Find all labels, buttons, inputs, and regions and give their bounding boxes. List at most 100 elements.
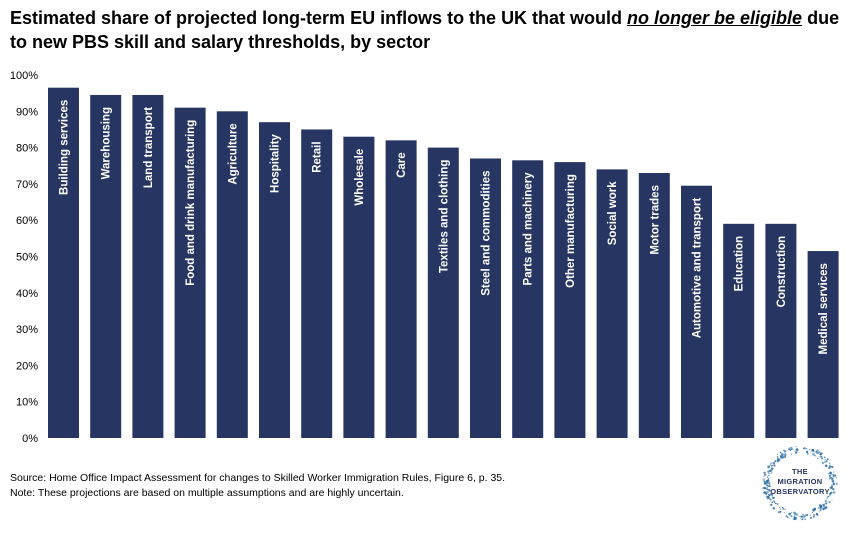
logo-dot (826, 460, 828, 462)
logo-dot (773, 464, 776, 467)
logo-dot (827, 466, 831, 470)
logo-dot (776, 453, 778, 455)
logo-dot (763, 471, 766, 474)
logo-dot (804, 518, 807, 521)
logo-dot (780, 508, 782, 510)
logo-dot (770, 503, 773, 507)
bar (132, 94, 164, 438)
bar (90, 94, 122, 438)
logo-dot (831, 465, 834, 469)
logo-dot (781, 506, 784, 509)
logo-dot (777, 511, 780, 514)
category-label: Textiles and clothing (438, 160, 450, 274)
logo-dot (795, 446, 797, 448)
logo-dot (827, 472, 830, 475)
logo-dot (809, 514, 812, 516)
y-tick-label: 100% (10, 70, 38, 82)
logo-dot (828, 474, 831, 477)
logo-dot (819, 504, 823, 508)
source-note: Source: Home Office Impact Assessment fo… (10, 472, 506, 484)
logo-dot (824, 464, 828, 468)
logo-dot (800, 515, 804, 518)
logo-dot (825, 506, 828, 509)
logo-dot (766, 497, 768, 500)
logo-dot (802, 514, 806, 518)
logo-dot (798, 515, 800, 517)
logo-dot (771, 501, 774, 504)
logo-dot (768, 478, 770, 480)
category-label: Parts and machinery (523, 172, 535, 286)
logo-dot (824, 459, 826, 461)
logo-dot (800, 517, 802, 519)
title-part-1: Estimated share of projected long-term E… (10, 8, 628, 28)
logo-dot (802, 447, 805, 450)
bar (174, 107, 206, 439)
bar (216, 111, 248, 439)
logo-dot (816, 452, 818, 454)
logo-dot (767, 470, 770, 473)
category-label: Construction (776, 236, 788, 308)
bar (427, 147, 459, 438)
logo-dot (802, 513, 804, 516)
logo-dot (781, 453, 784, 456)
logo-dot (777, 458, 780, 462)
logo-dot (766, 479, 770, 482)
logo-text-line-2: MIGRATION (777, 477, 822, 486)
logo-dot (769, 464, 772, 467)
logo-dot (776, 502, 779, 505)
logo-dot (805, 448, 808, 450)
logo-dot (770, 492, 773, 496)
logo-dot (783, 512, 785, 514)
logo-dot (834, 475, 837, 477)
logo-dot (795, 518, 797, 520)
logo-dot (789, 518, 791, 520)
bar (470, 158, 501, 438)
logo-dot (815, 512, 819, 516)
category-label: Automotive and transport (692, 198, 704, 339)
logo-dot (790, 512, 792, 514)
bar (765, 223, 797, 438)
migration-observatory-logo: THE MIGRATION OBSERVATORY (762, 446, 838, 521)
logo-dot (770, 462, 773, 465)
logo-dot (778, 506, 781, 509)
logo-dot (772, 462, 776, 465)
bar (596, 169, 628, 438)
category-label: Agriculture (227, 123, 239, 184)
logo-dot (767, 465, 770, 469)
logo-dot (792, 448, 794, 451)
logo-dot (828, 493, 831, 496)
logo-dot (832, 471, 835, 473)
logo-dot (795, 451, 798, 454)
logo-dot (812, 452, 815, 456)
y-tick-label: 30% (16, 324, 38, 336)
logo-dot (812, 515, 815, 518)
logo-dot (810, 451, 812, 453)
logo-dot (822, 461, 824, 463)
logo-dot (782, 507, 785, 511)
logo-dot (806, 452, 809, 455)
logo-dot (771, 495, 774, 497)
category-label: Building services (58, 100, 70, 195)
y-tick-label: 80% (16, 143, 38, 155)
logo-dot (826, 496, 828, 498)
logo-dot (762, 478, 766, 482)
logo-dot (793, 517, 797, 520)
y-tick-label: 20% (16, 360, 38, 372)
bar (301, 129, 333, 438)
category-label: Motor trades (649, 185, 661, 255)
y-tick-label: 0% (22, 433, 38, 445)
category-label: Other manufacturing (565, 174, 577, 288)
logo-dot (832, 475, 835, 478)
bar (343, 136, 375, 438)
y-tick-label: 70% (16, 179, 38, 191)
logo-dot (818, 510, 820, 512)
logo-dot (786, 516, 789, 519)
logo-dot (767, 494, 769, 496)
logo-dot (766, 487, 768, 489)
logo-dot (831, 484, 834, 487)
logo-dot (824, 456, 826, 459)
category-label: Hospitality (270, 134, 282, 193)
logo-dot (829, 471, 832, 474)
logo-dot (835, 476, 838, 479)
bar-chart: 0% 10% 20% 30% 40% 50% 60% 70% 80% 90% 100% Buildin… (10, 70, 839, 445)
